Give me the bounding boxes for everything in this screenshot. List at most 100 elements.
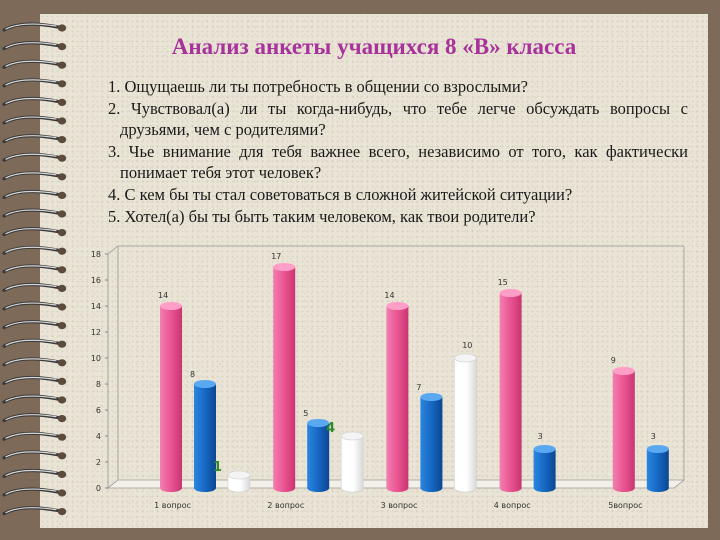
data-label: 3 [651,432,656,441]
y-tick-label: 18 [91,250,101,259]
question-item: 3. Чье внимание для тебя важнее всего, н… [108,142,688,182]
spiral-ring-highlight [5,190,57,197]
data-label: 14 [158,291,168,300]
bar-top [533,445,556,453]
bar [533,449,556,492]
bar-top [227,470,251,480]
binding-hole [57,136,67,144]
left-wall [107,245,119,489]
data-label: 14 [384,291,394,300]
x-tick-label: 5вопрос [608,501,642,510]
bar-top [386,302,409,310]
binding-hole [57,191,67,199]
spiral-ring-highlight [5,469,57,476]
spiral-ring-highlight [5,228,57,235]
bar [340,435,364,493]
y-tick-label: 4 [96,432,101,441]
x-tick-label: 1 вопрос [154,501,191,510]
y-tick-label: 14 [91,302,101,311]
question-item: 5. Хотел(а) бы ты быть таким человеком, … [108,207,536,226]
data-label: 17 [271,252,281,261]
bar [307,423,330,492]
data-label: 9 [611,356,616,365]
binding-hole [57,98,67,106]
spiral-ring-highlight [5,414,57,421]
binding-hole [57,359,67,367]
spiral-ring-highlight [5,302,57,309]
binding-hole [57,415,67,423]
y-tick-label: 6 [96,406,101,415]
x-tick-label: 3 вопрос [381,501,418,510]
question-item: 2. Чувствовал(а) ли ты когда-нибудь, что… [108,99,688,139]
binding-hole [57,452,67,460]
spiral-ring-highlight [5,358,57,365]
spiral-ring-highlight [5,283,57,290]
bar-top [646,445,669,453]
question-item: 1. Ощущаешь ли ты потребность в общении … [108,77,528,96]
bar [454,357,477,493]
binding-hole [57,247,67,255]
bar-chart: 0 2 4 6 8 10 12 14 16 18 14 8 1 1 вопрос 17 5 4 2 вопрос 1… [91,245,686,510]
data-label: 1 [213,460,222,475]
bar-top [454,353,477,363]
bar [646,449,669,492]
y-tick-label: 2 [96,458,101,467]
binding-hole [57,284,67,292]
binding-hole [57,61,67,69]
data-label: 7 [416,383,421,392]
bar [160,306,182,492]
binding-hole [57,210,67,218]
spiral-ring-highlight [5,60,57,67]
notebook-page [40,14,708,528]
spiral-ring-highlight [5,432,57,439]
bar-top [160,302,182,310]
binding-hole [57,229,67,237]
y-tick-label: 16 [91,276,101,285]
data-label: 8 [190,370,195,379]
bar [273,267,296,492]
y-tick-label: 8 [96,380,101,389]
spiral-ring-highlight [5,451,57,458]
spiral-ring-highlight [5,97,57,104]
bar-top [194,380,216,388]
bar [499,293,522,492]
binding-hole [57,377,67,385]
data-label: 3 [538,432,543,441]
spiral-ring-highlight [5,23,57,30]
spiral-binding [2,22,67,516]
spiral-ring-highlight [5,172,57,179]
spiral-ring-highlight [5,42,57,49]
binding-hole [57,24,67,32]
binding-hole [57,340,67,348]
bar [227,474,251,493]
binding-hole [57,396,67,404]
y-tick-label: 10 [91,354,101,363]
binding-hole [57,154,67,162]
spiral-ring-highlight [5,246,57,253]
spiral-ring-highlight [5,153,57,160]
bar [194,384,216,492]
bar [386,306,409,492]
bar-top [273,263,296,271]
spiral-ring-highlight [5,488,57,495]
question-list: 1. Ощущаешь ли ты потребность в общении … [108,76,688,228]
binding-hole [57,80,67,88]
bar [612,371,635,492]
binding-hole [57,303,67,311]
bar-top [307,419,330,427]
slide-title: Анализ анкеты учащихся 8 «В» класса [171,34,577,59]
y-tick-label: 12 [91,328,101,337]
bar-top [340,431,364,441]
data-label: 4 [326,421,335,436]
spiral-ring-highlight [5,265,57,272]
data-label: 5 [303,409,308,418]
binding-hole [57,322,67,330]
binding-hole [57,470,67,478]
spiral-ring-highlight [5,376,57,383]
binding-hole [57,266,67,274]
bar-top [420,393,443,401]
binding-hole [57,117,67,125]
binding-hole [57,173,67,181]
spiral-ring-highlight [5,339,57,346]
data-label: 10 [462,341,472,350]
